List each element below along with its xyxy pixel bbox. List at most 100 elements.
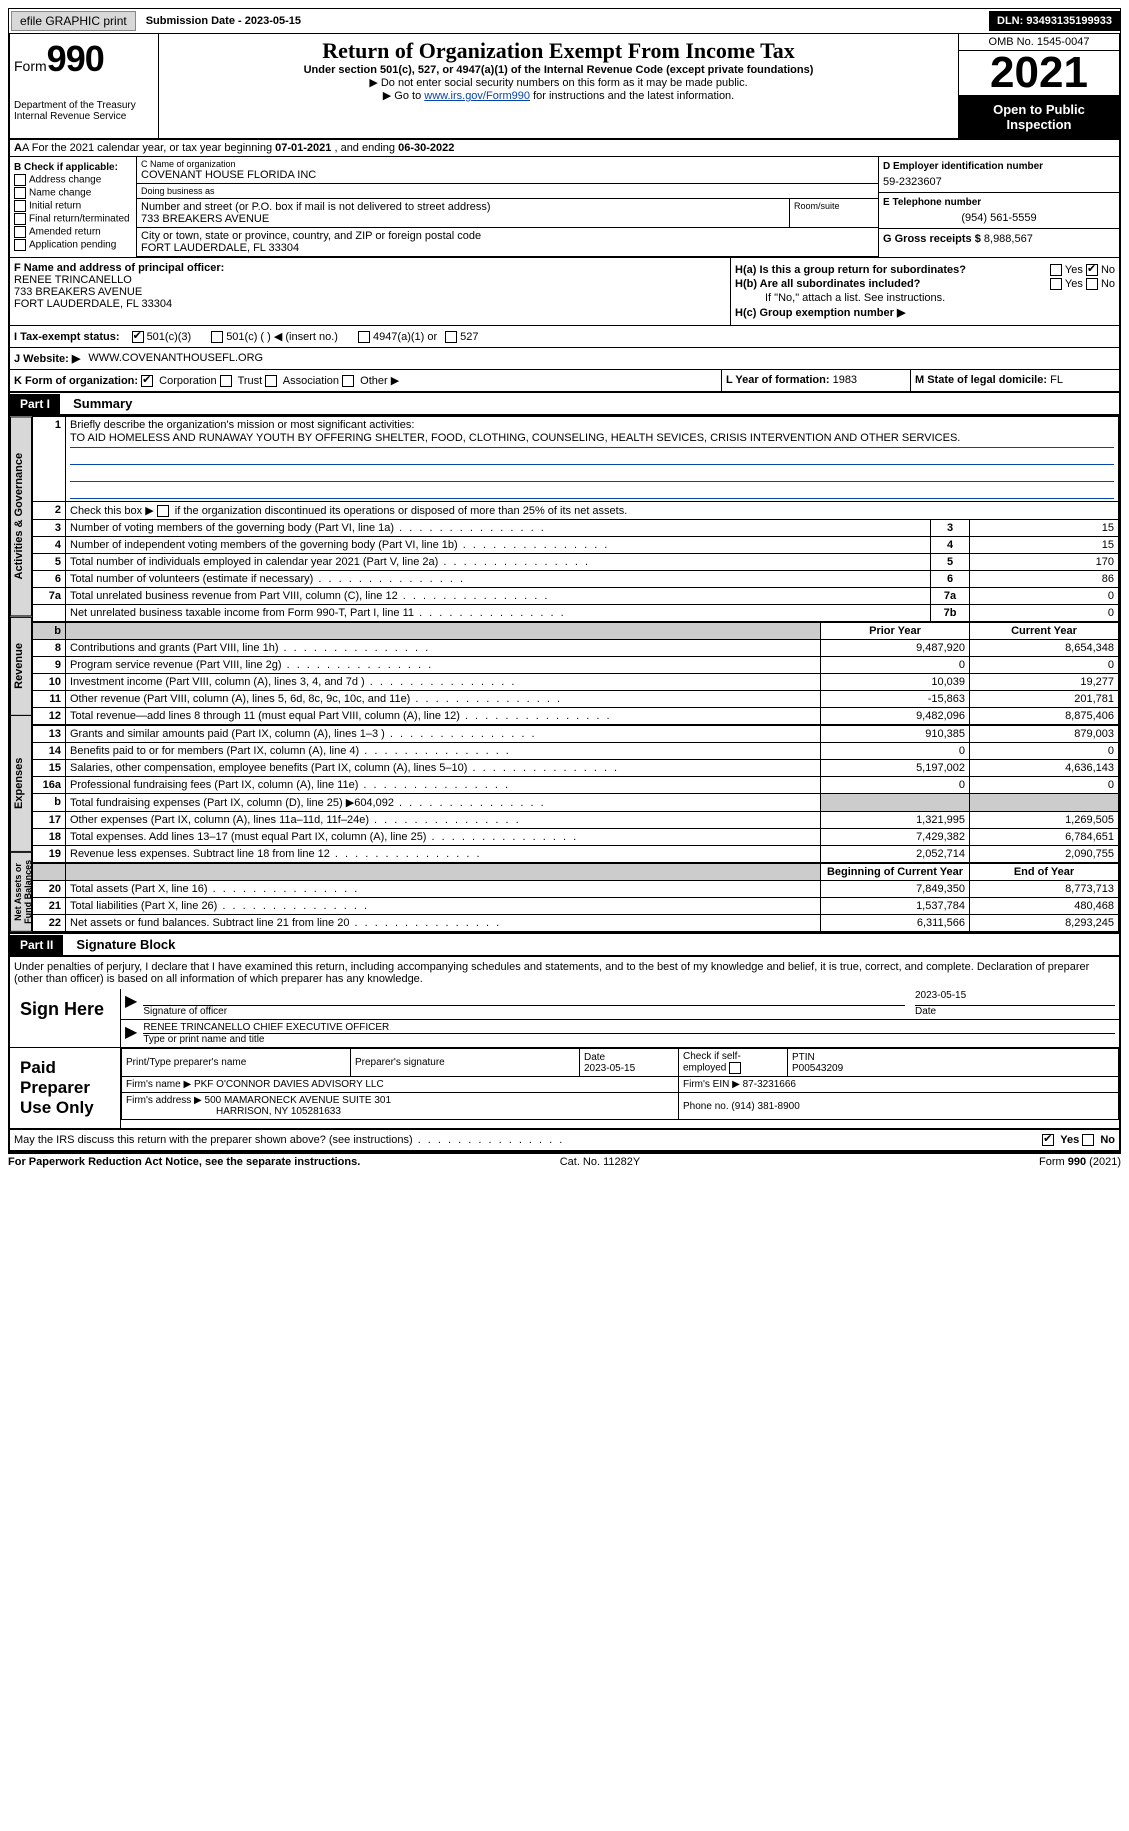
gross-receipts-box: G Gross receipts $ 8,988,567 bbox=[879, 229, 1119, 249]
cb-4947[interactable] bbox=[358, 331, 370, 343]
signature-section: Sign Here ▶ Signature of officer 2023-05… bbox=[8, 989, 1121, 1130]
tab-governance: Activities & Governance bbox=[10, 416, 32, 616]
cb-501c[interactable] bbox=[211, 331, 223, 343]
arrow-icon: ▶ bbox=[125, 991, 137, 1017]
table-row: 20Total assets (Part X, line 16)7,849,35… bbox=[33, 881, 1119, 898]
cb-discuss-yes[interactable] bbox=[1042, 1134, 1054, 1146]
perjury-statement: Under penalties of perjury, I declare th… bbox=[8, 957, 1121, 989]
table-row: 9Program service revenue (Part VIII, lin… bbox=[33, 657, 1119, 674]
ha-no[interactable] bbox=[1086, 264, 1098, 276]
ha-yes[interactable] bbox=[1050, 264, 1062, 276]
group-return-block: H(a) Is this a group return for subordin… bbox=[731, 258, 1119, 325]
dba-box: Doing business as bbox=[137, 184, 878, 199]
cb-501c3[interactable] bbox=[132, 331, 144, 343]
part1-title: Summary bbox=[63, 393, 142, 414]
cb-initial-return[interactable]: Initial return bbox=[14, 200, 132, 212]
irs-link[interactable]: www.irs.gov/Form990 bbox=[424, 90, 530, 102]
tab-expenses: Expenses bbox=[10, 715, 32, 852]
cb-address-change[interactable]: Address change bbox=[14, 174, 132, 186]
arrow-icon: ▶ bbox=[125, 1022, 137, 1045]
ein-box: D Employer identification number 59-2323… bbox=[879, 157, 1119, 193]
table-row: bTotal fundraising expenses (Part IX, co… bbox=[33, 794, 1119, 812]
prep-date: 2023-05-15 bbox=[584, 1063, 674, 1074]
dln-label: DLN: 93493135199933 bbox=[989, 11, 1120, 31]
cb-self-employed[interactable] bbox=[729, 1062, 741, 1074]
form-title: Return of Organization Exempt From Incom… bbox=[163, 38, 954, 64]
cb-final-return[interactable]: Final return/terminated bbox=[14, 213, 132, 225]
submission-date: Submission Date - 2023-05-15 bbox=[138, 13, 309, 29]
address-box: Number and street (or P.O. box if mail i… bbox=[137, 199, 878, 228]
table-row: 4Number of independent voting members of… bbox=[33, 537, 1119, 554]
officer-name: RENEE TRINCANELLO bbox=[14, 274, 726, 286]
paid-preparer-label: Paid Preparer Use Only bbox=[10, 1048, 120, 1128]
form-990: 990 bbox=[47, 38, 104, 79]
table-row: 18Total expenses. Add lines 13–17 (must … bbox=[33, 829, 1119, 846]
cb-corp[interactable] bbox=[141, 375, 153, 387]
form-note2: ▶ Go to www.irs.gov/Form990 for instruct… bbox=[163, 89, 954, 102]
gross-receipts: 8,988,567 bbox=[984, 233, 1033, 245]
cat-number: Cat. No. 11282Y bbox=[560, 1156, 641, 1168]
k-row: K Form of organization: Corporation Trus… bbox=[8, 370, 1121, 393]
header-left: Form990 Department of the Treasury Inter… bbox=[10, 34, 159, 138]
street-address: 733 BREAKERS AVENUE bbox=[141, 213, 785, 225]
city-state-zip: FORT LAUDERDALE, FL 33304 bbox=[141, 242, 874, 254]
table-row: 19Revenue less expenses. Subtract line 1… bbox=[33, 846, 1119, 863]
table-row: 3Number of voting members of the governi… bbox=[33, 520, 1119, 537]
table-row: 7aTotal unrelated business revenue from … bbox=[33, 588, 1119, 605]
row-a-tax-year: AA For the 2021 calendar year, or tax ye… bbox=[8, 140, 1121, 157]
header-right: OMB No. 1545-0047 2021 Open to Public In… bbox=[959, 34, 1119, 138]
right-id-block: D Employer identification number 59-2323… bbox=[878, 157, 1119, 257]
summary-body: 1 Briefly describe the organization's mi… bbox=[32, 416, 1119, 932]
state-domicile: M State of legal domicile: FL bbox=[910, 370, 1119, 391]
form-ref: Form 990 (2021) bbox=[1039, 1156, 1121, 1168]
form-of-org: K Form of organization: Corporation Trus… bbox=[10, 370, 721, 391]
governance-table: 1 Briefly describe the organization's mi… bbox=[32, 416, 1119, 622]
cb-527[interactable] bbox=[445, 331, 457, 343]
irs-label: Internal Revenue Service bbox=[14, 111, 154, 122]
table-row: Net unrelated business taxable income fr… bbox=[33, 605, 1119, 622]
cb-discontinued[interactable] bbox=[157, 505, 169, 517]
mission-text: TO AID HOMELESS AND RUNAWAY YOUTH BY OFF… bbox=[70, 431, 1114, 448]
ein-value: 59-2323607 bbox=[883, 176, 1115, 188]
expense-table: 13Grants and similar amounts paid (Part … bbox=[32, 725, 1119, 863]
hb-no[interactable] bbox=[1086, 278, 1098, 290]
summary-section: Activities & Governance Revenue Expenses… bbox=[8, 416, 1121, 932]
top-bar: efile GRAPHIC print Submission Date - 20… bbox=[8, 8, 1121, 34]
ptin: P00543209 bbox=[792, 1063, 1114, 1074]
year-formation: L Year of formation: 1983 bbox=[721, 370, 910, 391]
form-note1: ▶ Do not enter social security numbers o… bbox=[163, 76, 954, 89]
tab-net-assets: Net Assets or Fund Balances bbox=[10, 852, 32, 932]
cb-discuss-no[interactable] bbox=[1082, 1134, 1094, 1146]
cb-app-pending[interactable]: Application pending bbox=[14, 239, 132, 251]
dept-treasury: Department of the Treasury bbox=[14, 100, 154, 111]
sig-date: 2023-05-15 bbox=[915, 990, 966, 1001]
open-inspection: Open to Public Inspection bbox=[959, 96, 1119, 138]
table-row: 6Total number of volunteers (estimate if… bbox=[33, 571, 1119, 588]
firm-ein: 87-3231666 bbox=[743, 1079, 796, 1090]
efile-print-button[interactable]: efile GRAPHIC print bbox=[11, 11, 136, 31]
sign-here-label: Sign Here bbox=[10, 989, 120, 1047]
firm-addr1: 500 MAMARONECK AVENUE SUITE 301 bbox=[205, 1095, 392, 1106]
cb-trust[interactable] bbox=[220, 375, 232, 387]
room-suite: Room/suite bbox=[790, 199, 878, 228]
cb-amended-return[interactable]: Amended return bbox=[14, 226, 132, 238]
section-b-identity: B Check if applicable: Address change Na… bbox=[8, 157, 1121, 258]
part1-bar: Part I Summary bbox=[8, 393, 1121, 416]
cb-other[interactable] bbox=[342, 375, 354, 387]
cb-name-change[interactable]: Name change bbox=[14, 187, 132, 199]
pra-notice: For Paperwork Reduction Act Notice, see … bbox=[8, 1156, 360, 1168]
cb-assoc[interactable] bbox=[265, 375, 277, 387]
table-row: 14Benefits paid to or for members (Part … bbox=[33, 743, 1119, 760]
table-row: 8Contributions and grants (Part VIII, li… bbox=[33, 640, 1119, 657]
phone-value: (954) 561-5559 bbox=[883, 212, 1115, 224]
principal-officer: F Name and address of principal officer:… bbox=[10, 258, 731, 325]
b-header: B Check if applicable: bbox=[14, 162, 132, 173]
tab-revenue: Revenue bbox=[10, 617, 32, 716]
table-row: 15Salaries, other compensation, employee… bbox=[33, 760, 1119, 777]
preparer-table: Print/Type preparer's name Preparer's si… bbox=[121, 1048, 1119, 1120]
row-fgh: F Name and address of principal officer:… bbox=[8, 258, 1121, 326]
table-row: 12Total revenue—add lines 8 through 11 (… bbox=[33, 708, 1119, 725]
hb-yes[interactable] bbox=[1050, 278, 1062, 290]
firm-name: PKF O'CONNOR DAVIES ADVISORY LLC bbox=[194, 1079, 384, 1090]
part1-label: Part I bbox=[10, 394, 60, 414]
